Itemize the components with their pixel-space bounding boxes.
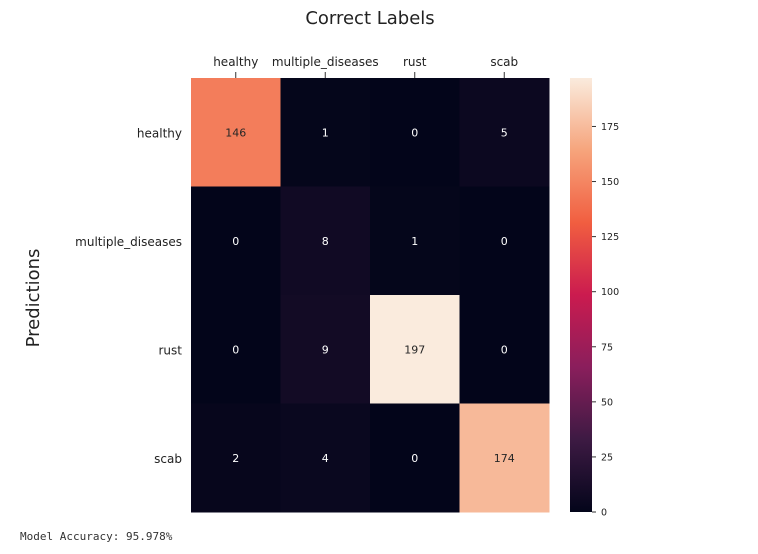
colorbar-tick-label: 175 [601,122,619,133]
heatmap-cell [191,403,281,513]
y-tick-label: scab [154,452,182,466]
heatmap-cell [280,186,371,296]
cell-value-label: 4 [322,452,329,465]
cell-value-label: 8 [322,235,329,248]
heatmap-cell [459,295,550,404]
cell-value-label: 174 [494,452,515,465]
heatmap-cell [370,403,460,513]
heatmap-cell [459,403,550,513]
chart-title: Correct Labels [305,8,434,29]
y-tick-label: multiple_diseases [75,235,182,249]
cell-value-label: 0 [411,126,418,139]
cell-value-label: 0 [232,235,239,248]
y-tick-label: rust [159,343,183,357]
colorbar-tick-label: 150 [601,177,619,188]
cell-value-label: 146 [225,126,246,139]
x-tick-label: rust [403,55,427,69]
colorbar-tick-label: 100 [601,287,619,298]
cell-value-label: 0 [232,343,239,356]
heatmap-cell [370,78,460,187]
colorbar [570,78,592,512]
colorbar-tick-label: 75 [601,342,613,353]
heatmap-cell [191,78,281,187]
cell-value-label: 0 [501,235,508,248]
cell-value-label: 2 [232,452,239,465]
heatmap-cell [459,78,550,187]
heatmap-cells: 146 1 0 50 8 1 00 9 197 02 4 0 174 [191,78,550,513]
heatmap-cell [370,295,460,404]
x-tick-label: scab [490,55,518,69]
colorbar-tick-label: 0 [601,508,607,519]
cell-value-label: 0 [501,343,508,356]
cell-value-label: 1 [322,126,329,139]
x-tick-label: healthy [213,55,258,69]
heatmap-cell [191,186,281,296]
colorbar-ticks: 0 25 50 75 100 125 150 175 [592,122,619,519]
heatmap-cell [280,403,371,513]
colorbar-tick-label: 125 [601,232,619,243]
model-accuracy-text: Model Accuracy: 95.978% [20,530,173,543]
heatmap-cell [370,186,460,296]
heatmap-cell [280,295,371,404]
x-tick-label: multiple_diseases [272,55,379,69]
cell-value-label: 197 [404,343,425,356]
cell-value-label: 9 [322,343,329,356]
heatmap-cell [459,186,550,296]
x-tick-labels: healthy multiple_diseases rust scab [213,55,518,78]
colorbar-tick-label: 25 [601,452,613,463]
heatmap-cell [191,295,281,404]
y-axis-label: Predictions [23,249,44,348]
heatmap-cell [280,78,371,187]
colorbar-tick-label: 50 [601,397,613,408]
y-tick-label: healthy [137,126,182,140]
cell-value-label: 0 [411,452,418,465]
cell-value-label: 1 [411,235,418,248]
cell-value-label: 5 [501,126,508,139]
